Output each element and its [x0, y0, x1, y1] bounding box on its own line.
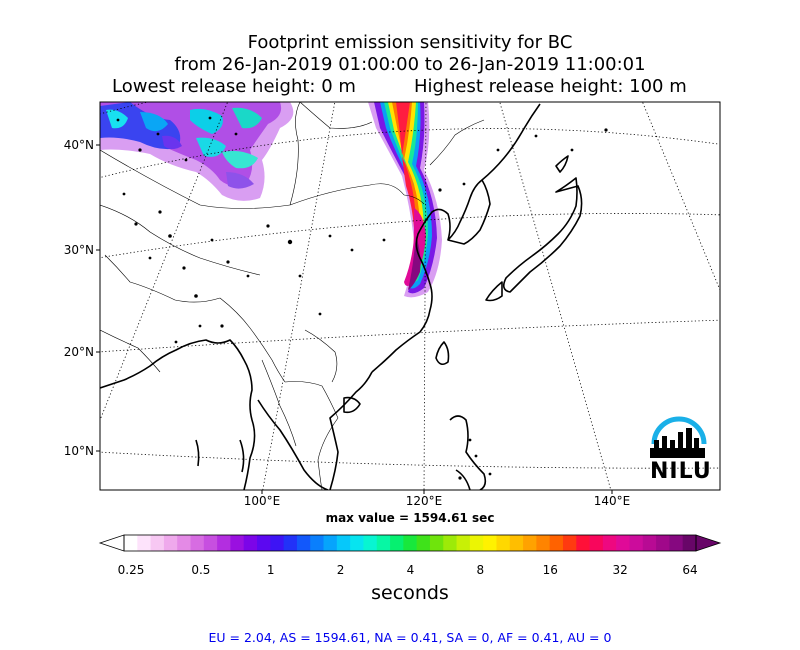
nilu-logo-icon: [650, 416, 707, 458]
colorbar-segment: [456, 535, 471, 551]
map-title: Footprint emission sensitivity for BC: [247, 32, 573, 53]
colorbar-tick-label: 64: [682, 563, 698, 577]
colorbar-segment: [163, 535, 178, 551]
colorbar-segment: [376, 535, 391, 551]
map-frame: [99, 101, 721, 491]
colorbar-segment: [150, 535, 165, 551]
coastlines: [100, 103, 583, 490]
colorbar-frame: [123, 534, 697, 552]
colorbar-segment: [562, 535, 577, 551]
colorbar-tick-label: 4: [406, 563, 415, 577]
colorbar-segment: [602, 535, 617, 551]
colorbar-segment: [509, 535, 524, 551]
map-time-range: from 26-Jan-2019 01:00:00 to 26-Jan-2019…: [174, 54, 646, 75]
lowest-release-height: Lowest release height: 0 m: [112, 76, 356, 97]
colorbar-segment: [296, 535, 311, 551]
colorbar-segment: [177, 535, 191, 551]
colorbar-segment: [403, 535, 418, 551]
colorbar-segment: [190, 535, 205, 551]
colorbar-segment: [536, 535, 551, 551]
colorbar-extend-high: [695, 534, 722, 552]
colorbar-segment: [616, 535, 630, 551]
colorbar-segment: [589, 535, 604, 551]
colorbar-extend-low: [98, 534, 125, 552]
colorbar-segment: [257, 535, 271, 551]
max-value-label: max value = 1594.61 sec: [325, 511, 495, 525]
colorbar-segment: [642, 535, 657, 551]
colorbar-segment: [350, 535, 364, 551]
colorbar-tick-label: 0.5: [191, 563, 211, 577]
colorbar-segment: [203, 535, 218, 551]
colorbar-segment: [230, 535, 245, 551]
colorbar: [98, 534, 722, 552]
lon-label-140: 140°E: [593, 494, 631, 508]
lat-label-40: 40°N: [63, 138, 94, 152]
colorbar-segment: [283, 535, 298, 551]
colorbar-segment: [483, 535, 497, 551]
colorbar-tick-label: 0.25: [117, 563, 145, 577]
colorbar-unit: seconds: [371, 582, 449, 604]
colorbar-segment: [336, 535, 351, 551]
colorbar-segment: [416, 535, 431, 551]
colorbar-tick-label: 1: [266, 563, 275, 577]
colorbar-tick-label: 32: [612, 563, 628, 577]
lat-label-20: 20°N: [63, 345, 94, 359]
small-islands: [116, 116, 608, 480]
highest-release-height: Highest release height: 100 m: [414, 76, 687, 97]
colorbar-segment: [682, 535, 697, 551]
colorbar-segment: [217, 535, 231, 551]
footprint-plume-korea: [368, 102, 442, 298]
nilu-logo-text: NILU: [650, 459, 712, 484]
colorbar-segment: [243, 535, 258, 551]
footprint-plume-northwest: [100, 102, 294, 201]
colorbar-tick-label: 16: [542, 563, 558, 577]
colorbar-segment: [523, 535, 537, 551]
colorbar-segment: [310, 535, 324, 551]
colorbar-segment: [390, 535, 404, 551]
colorbar-segment: [496, 535, 511, 551]
colorbar-segment: [669, 535, 684, 551]
colorbar-segment: [137, 535, 151, 551]
colorbar-tick-label: 2: [336, 563, 345, 577]
colorbar-segment: [629, 535, 644, 551]
colorbar-segment: [469, 535, 484, 551]
colorbar-segment: [656, 535, 670, 551]
lat-label-10: 10°N: [63, 444, 94, 458]
graticule: [100, 102, 720, 490]
colorbar-tick-label: 8: [476, 563, 485, 577]
colorbar-segment: [270, 535, 285, 551]
map-panel: [96, 101, 721, 494]
lon-label-120: 120°E: [405, 494, 443, 508]
axis-ticks: [96, 144, 613, 494]
colorbar-segment: [363, 535, 378, 551]
lon-label-100: 100°E: [243, 494, 281, 508]
colorbar-segment: [443, 535, 457, 551]
colorbar-segment: [429, 535, 444, 551]
regional-totals: EU = 2.04, AS = 1594.61, NA = 0.41, SA =…: [208, 630, 612, 645]
colorbar-segment: [323, 535, 338, 551]
colorbar-segment: [549, 535, 564, 551]
colorbar-segment: [124, 535, 138, 551]
lat-label-30: 30°N: [63, 243, 94, 257]
colorbar-segment: [576, 535, 590, 551]
country-borders: [100, 102, 485, 490]
